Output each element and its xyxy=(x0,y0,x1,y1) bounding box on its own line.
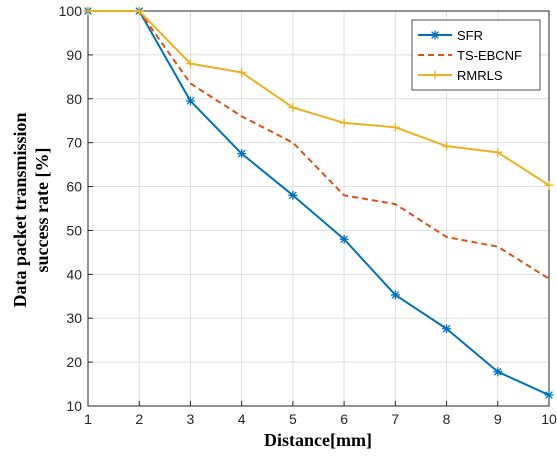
y-tick-label: 90 xyxy=(66,47,82,63)
data-point-marker xyxy=(442,141,452,151)
x-axis-ticks: 1 2 3 4 5 6 7 8 9 10 xyxy=(84,401,557,427)
x-tick-label: 1 xyxy=(84,411,92,427)
series-line xyxy=(88,10,550,187)
legend-item: TS-EBCNF xyxy=(418,48,522,63)
data-point-marker xyxy=(430,70,440,80)
data-point-marker xyxy=(442,324,452,334)
y-tick-label: 100 xyxy=(59,3,83,19)
x-tick-label: 4 xyxy=(238,411,246,427)
data-point-marker xyxy=(83,6,93,16)
series-rmrls xyxy=(83,6,554,190)
data-point-marker xyxy=(134,6,144,16)
plot-area-frame xyxy=(87,10,550,407)
y-axis-title-line-2: success rate [%] xyxy=(32,148,52,273)
data-point-marker xyxy=(237,67,247,77)
data-point-marker xyxy=(185,59,195,69)
x-tick-label: 2 xyxy=(135,411,143,427)
data-point-marker xyxy=(430,30,440,40)
y-tick-label: 40 xyxy=(66,266,82,282)
data-point-marker xyxy=(339,234,349,244)
data-point-marker xyxy=(185,96,195,106)
series-layer xyxy=(83,6,554,400)
series-line xyxy=(88,10,550,280)
legend-label: RMRLS xyxy=(457,68,503,83)
legend-item: RMRLS xyxy=(418,68,503,83)
x-tick-label: 3 xyxy=(187,411,195,427)
y-tick-label: 70 xyxy=(66,135,82,151)
y-tick-label: 10 xyxy=(66,398,82,414)
data-point-marker xyxy=(544,390,554,400)
legend-label: SFR xyxy=(457,28,483,43)
x-tick-label: 5 xyxy=(289,411,297,427)
data-point-marker xyxy=(493,147,503,157)
series-line xyxy=(88,10,550,396)
data-point-marker xyxy=(288,103,298,113)
y-tick-label: 30 xyxy=(66,310,82,326)
x-tick-label: 10 xyxy=(541,411,557,427)
x-tick-label: 8 xyxy=(443,411,451,427)
data-point-marker xyxy=(544,180,554,190)
data-point-marker xyxy=(237,149,247,159)
data-point-marker xyxy=(493,367,503,377)
x-tick-label: 9 xyxy=(494,411,502,427)
data-point-marker xyxy=(288,190,298,200)
x-axis-title: Distance[mm] xyxy=(264,430,372,450)
series-ts-ebcnf xyxy=(88,10,550,280)
y-tick-label: 80 xyxy=(66,91,82,107)
x-tick-label: 7 xyxy=(391,411,399,427)
data-point-marker xyxy=(390,122,400,132)
y-axis-ticks: 10 20 30 40 50 60 70 80 90 100 xyxy=(59,3,93,414)
y-axis-title-line-1: Data packet transmission xyxy=(10,112,30,307)
y-tick-label: 60 xyxy=(66,179,82,195)
data-point-marker xyxy=(339,118,349,128)
legend-label: TS-EBCNF xyxy=(457,48,522,63)
data-point-marker xyxy=(390,290,400,300)
y-tick-label: 50 xyxy=(66,222,82,238)
y-axis-title: Data packet transmission success rate [%… xyxy=(10,112,52,307)
legend-item: SFR xyxy=(418,28,483,43)
y-tick-label: 20 xyxy=(66,354,82,370)
legend: SFR TS-EBCNF RMRLS xyxy=(411,19,541,91)
x-tick-label: 6 xyxy=(340,411,348,427)
